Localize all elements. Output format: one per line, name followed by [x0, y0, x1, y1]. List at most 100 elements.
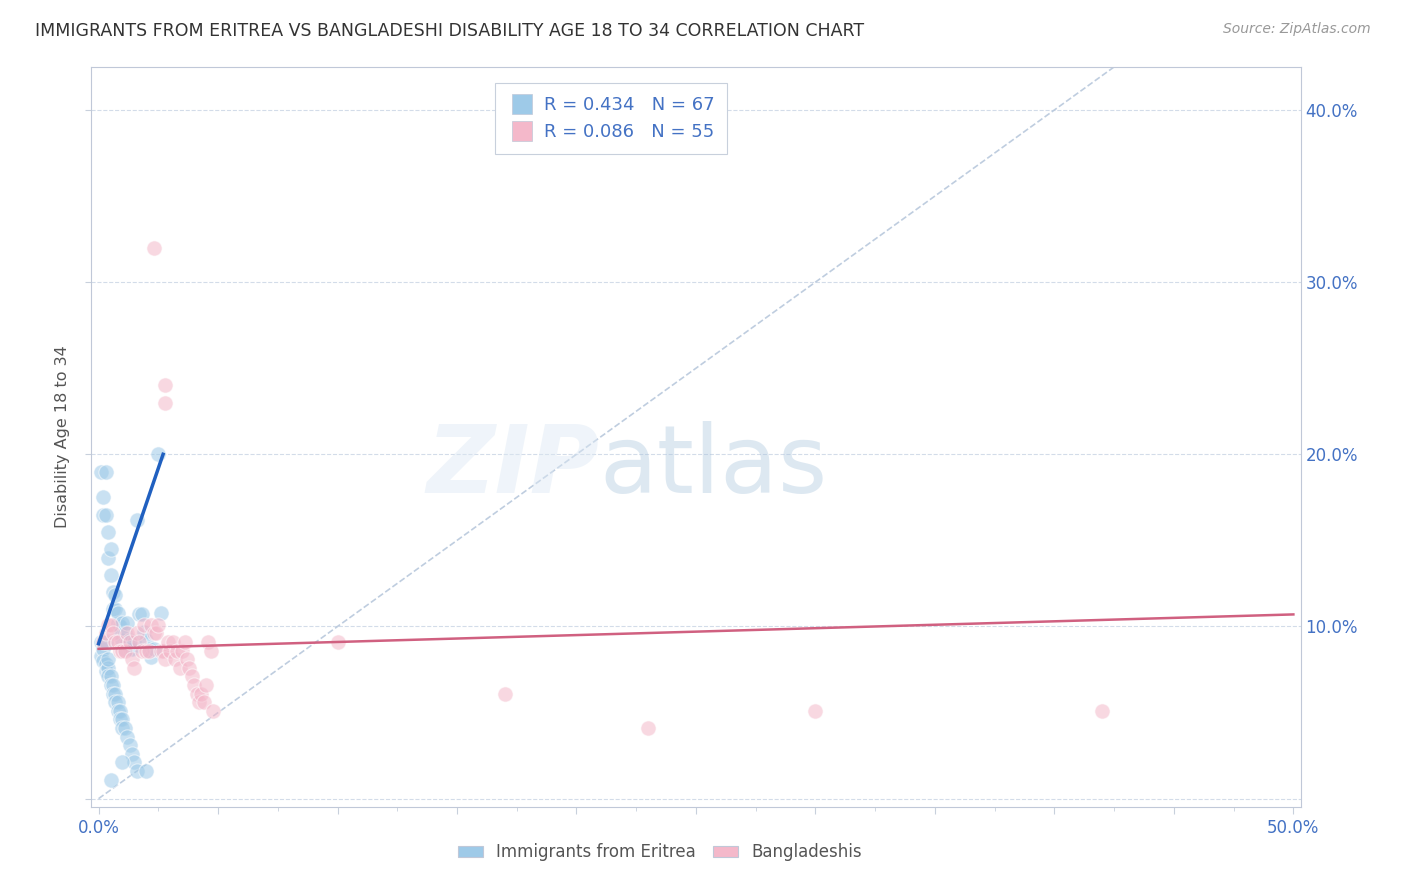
Point — [132, 624, 155, 639]
Point — [142, 241, 165, 255]
Point — [101, 585, 124, 599]
Point — [125, 626, 148, 640]
Point — [124, 661, 146, 675]
Point — [179, 661, 201, 675]
Point — [176, 652, 198, 666]
Point — [100, 669, 122, 683]
Text: Source: ZipAtlas.com: Source: ZipAtlas.com — [1223, 22, 1371, 37]
Point — [121, 747, 143, 761]
Point — [148, 447, 170, 461]
Point — [166, 643, 188, 657]
Point — [118, 739, 141, 753]
Point — [202, 704, 225, 718]
Point — [1091, 704, 1114, 718]
Point — [162, 635, 184, 649]
Point — [104, 635, 127, 649]
Point — [108, 626, 131, 640]
Point — [101, 678, 124, 692]
Point — [91, 641, 114, 656]
Point — [97, 550, 120, 565]
Point — [108, 713, 131, 727]
Point — [90, 635, 112, 649]
Point — [114, 641, 136, 656]
Point — [149, 606, 172, 620]
Point — [155, 378, 177, 392]
Point — [90, 465, 112, 479]
Point — [163, 652, 186, 666]
Point — [108, 619, 131, 633]
Point — [100, 567, 122, 582]
Point — [104, 695, 127, 709]
Point — [121, 652, 143, 666]
Point — [155, 395, 177, 409]
Point — [97, 617, 120, 632]
Point — [186, 687, 208, 701]
Point — [101, 602, 124, 616]
Legend: Immigrants from Eritrea, Bangladeshis: Immigrants from Eritrea, Bangladeshis — [451, 837, 869, 868]
Point — [637, 721, 659, 735]
Point — [145, 626, 167, 640]
Point — [131, 607, 153, 622]
Point — [104, 589, 127, 603]
Point — [159, 643, 181, 657]
Point — [804, 704, 827, 718]
Point — [193, 695, 215, 709]
Point — [183, 678, 205, 692]
Point — [118, 641, 141, 656]
Point — [148, 617, 170, 632]
Point — [156, 635, 179, 649]
Point — [101, 687, 124, 701]
Point — [107, 704, 129, 718]
Point — [107, 606, 129, 620]
Point — [172, 643, 194, 657]
Point — [125, 764, 148, 778]
Point — [114, 721, 136, 735]
Point — [91, 491, 114, 505]
Text: atlas: atlas — [599, 421, 828, 513]
Point — [138, 643, 160, 657]
Point — [124, 635, 146, 649]
Point — [111, 756, 134, 770]
Point — [97, 669, 120, 683]
Point — [128, 607, 150, 622]
Point — [139, 617, 162, 632]
Point — [149, 643, 172, 657]
Point — [111, 643, 134, 657]
Point — [90, 648, 112, 663]
Point — [124, 756, 146, 770]
Text: ZIP: ZIP — [426, 421, 599, 513]
Point — [100, 541, 122, 556]
Point — [118, 635, 141, 649]
Point — [128, 635, 150, 649]
Point — [97, 652, 120, 666]
Point — [173, 635, 195, 649]
Point — [111, 713, 134, 727]
Point — [94, 665, 117, 679]
Point — [155, 652, 177, 666]
Point — [107, 635, 129, 649]
Point — [142, 641, 165, 656]
Point — [115, 626, 138, 640]
Point — [132, 617, 155, 632]
Point — [108, 704, 131, 718]
Point — [115, 615, 138, 630]
Point — [139, 650, 162, 665]
Point — [135, 764, 157, 778]
Point — [121, 641, 143, 656]
Point — [100, 678, 122, 692]
Point — [180, 669, 202, 683]
Text: IMMIGRANTS FROM ERITREA VS BANGLADESHI DISABILITY AGE 18 TO 34 CORRELATION CHART: IMMIGRANTS FROM ERITREA VS BANGLADESHI D… — [35, 22, 865, 40]
Point — [111, 721, 134, 735]
Point — [114, 643, 136, 657]
Point — [94, 635, 117, 649]
Point — [135, 633, 157, 648]
Point — [135, 643, 157, 657]
Point — [94, 657, 117, 672]
Point — [104, 687, 127, 701]
Point — [142, 626, 165, 640]
Point — [108, 643, 131, 657]
Point — [107, 695, 129, 709]
Point — [115, 635, 138, 649]
Point — [97, 524, 120, 539]
Point — [94, 626, 117, 640]
